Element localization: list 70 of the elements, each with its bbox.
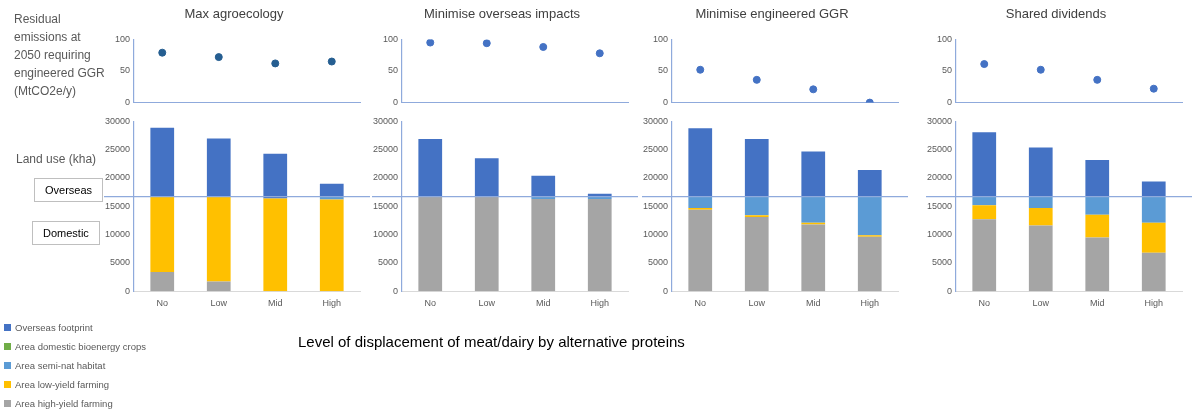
y-tick-label: 30000 bbox=[926, 115, 952, 126]
y-tick-label: 5000 bbox=[377, 257, 398, 268]
y-tick-label: 25000 bbox=[642, 144, 668, 155]
y-tick-label: 50 bbox=[119, 65, 130, 76]
x-tick-label: High bbox=[322, 298, 342, 309]
y-tick-label: 10000 bbox=[372, 229, 398, 240]
y-tick-label: 100 bbox=[382, 33, 398, 44]
y-tick-label: 20000 bbox=[104, 172, 130, 183]
x-tick-label: Low bbox=[1032, 298, 1050, 309]
text: Overseas bbox=[34, 178, 104, 202]
legend-label: Area semi-nat habitat bbox=[14, 359, 107, 373]
y-tick-label: 0 bbox=[662, 285, 668, 296]
y-tick-label: 25000 bbox=[926, 144, 952, 155]
y-tick-label: 15000 bbox=[372, 200, 398, 211]
y-tick-label: 100 bbox=[936, 33, 952, 44]
y-tick-label: 15000 bbox=[642, 200, 668, 211]
text: Domestic bbox=[32, 221, 100, 245]
y-tick-label: 50 bbox=[387, 65, 398, 76]
y-tick-label: 10000 bbox=[104, 229, 130, 240]
x-tick-label: Low bbox=[210, 298, 228, 309]
x-tick-label: Low bbox=[478, 298, 496, 309]
y-tick-label: 15000 bbox=[104, 200, 130, 211]
y-tick-label: 20000 bbox=[372, 172, 398, 183]
x-tick-label: No bbox=[156, 298, 169, 309]
y-tick-label: 5000 bbox=[931, 257, 952, 268]
legend-label: Area high-yield farming bbox=[14, 397, 114, 411]
y-tick-label: 0 bbox=[392, 285, 398, 296]
y-tick-label: 30000 bbox=[642, 115, 668, 126]
y-tick-label: 20000 bbox=[926, 172, 952, 183]
legend-label: Overseas footprint bbox=[14, 321, 94, 335]
y-tick-label: 20000 bbox=[642, 172, 668, 183]
y-tick-label: 50 bbox=[941, 65, 952, 76]
y-tick-label: 0 bbox=[124, 285, 130, 296]
x-tick-label: Mid bbox=[267, 298, 283, 309]
chart-title: Shared dividends bbox=[1004, 6, 1108, 21]
x-tick-label: No bbox=[694, 298, 707, 309]
y-tick-label: 100 bbox=[114, 33, 130, 44]
x-tick-label: Low bbox=[748, 298, 766, 309]
y-tick-label: 50 bbox=[657, 65, 668, 76]
chart-title: Minimise overseas impacts bbox=[422, 6, 581, 21]
y-tick-label: 5000 bbox=[109, 257, 130, 268]
x-tick-label: High bbox=[860, 298, 880, 309]
y-tick-label: 30000 bbox=[104, 115, 130, 126]
y-tick-label: 15000 bbox=[926, 200, 952, 211]
y-tick-label: 100 bbox=[652, 33, 668, 44]
y-tick-label: 10000 bbox=[642, 229, 668, 240]
x-tick-label: High bbox=[590, 298, 610, 309]
x-tick-label: Mid bbox=[535, 298, 551, 309]
x-tick-label: No bbox=[978, 298, 991, 309]
legend-label: Area low-yield farming bbox=[14, 378, 110, 392]
x-tick-label: No bbox=[424, 298, 437, 309]
y-tick-label: 30000 bbox=[372, 115, 398, 126]
y-axis-title: Land use (kha) bbox=[16, 151, 97, 168]
y-tick-label: 0 bbox=[392, 97, 398, 108]
y-tick-label: 10000 bbox=[926, 229, 952, 240]
y-tick-label: 0 bbox=[946, 285, 952, 296]
y-tick-label: 0 bbox=[124, 97, 130, 108]
legend-label: Area domestic bioenergy crops bbox=[14, 340, 146, 354]
x-tick-label: Mid bbox=[805, 298, 821, 309]
x-tick-label: High bbox=[1144, 298, 1164, 309]
y-tick-label: 5000 bbox=[647, 257, 668, 268]
chart-title: Minimise engineered GGR bbox=[694, 6, 850, 21]
y-axis-title: Residual emissions at 2050 requiring engineered GGR (MtCO2e/y) bbox=[14, 11, 106, 100]
y-tick-label: 0 bbox=[946, 97, 952, 108]
x-tick-label: Mid bbox=[1089, 298, 1105, 309]
chart-title: Max agroecology bbox=[183, 6, 285, 21]
y-tick-label: 25000 bbox=[372, 144, 398, 155]
y-tick-label: 25000 bbox=[104, 144, 130, 155]
x-axis-title: Level of displacement of meat/dairy by alternative proteins bbox=[298, 333, 685, 350]
y-tick-label: 0 bbox=[662, 97, 668, 108]
